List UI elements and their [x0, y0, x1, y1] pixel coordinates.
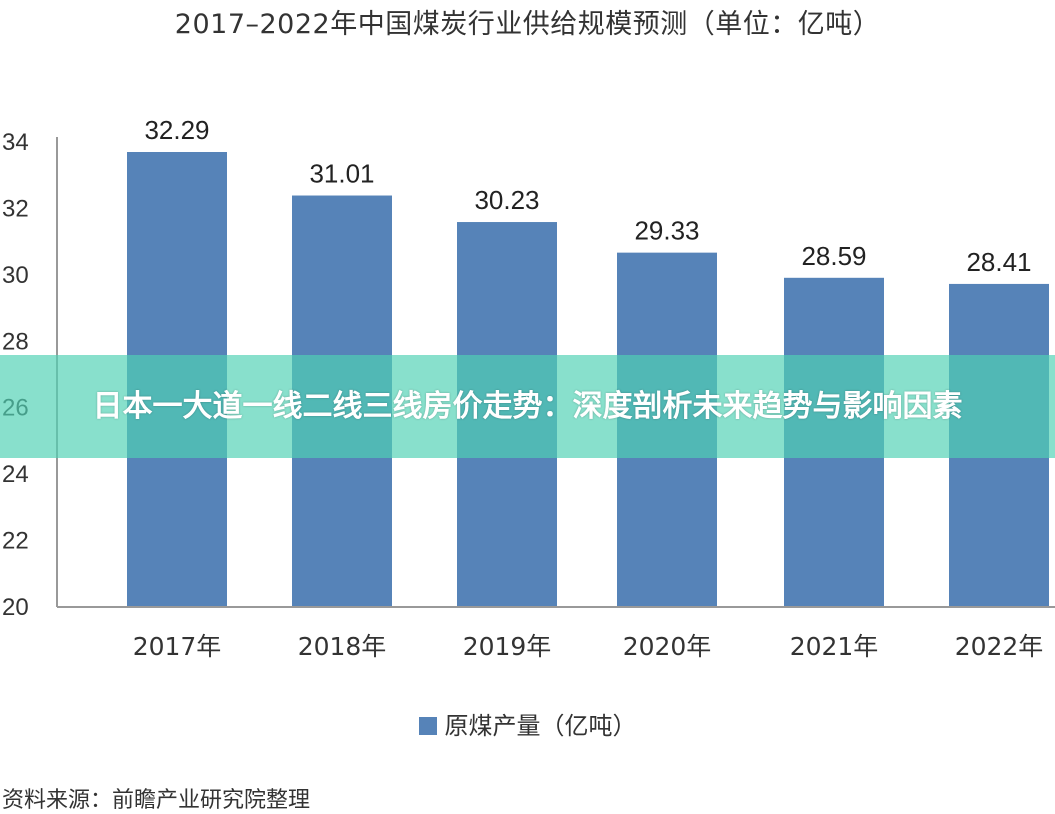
- legend-label: 原煤产量（亿吨）: [444, 712, 637, 740]
- legend: 原煤产量（亿吨）: [0, 706, 1055, 741]
- y-tick-label: 32: [2, 195, 29, 222]
- y-tick-label: 30: [2, 262, 29, 289]
- data-label: 29.33: [634, 216, 699, 246]
- x-tick-label: 2018年: [298, 632, 387, 661]
- x-tick-label: 2021年: [790, 632, 879, 661]
- data-label: 32.29: [144, 115, 209, 145]
- y-tick-label: 24: [2, 461, 29, 488]
- y-tick-label: 28: [2, 328, 29, 355]
- y-tick-label: 22: [2, 528, 29, 555]
- data-label: 28.41: [966, 247, 1031, 277]
- bar-chart: 202224262830323432.292017年31.012018年30.2…: [2, 115, 1055, 661]
- x-tick-label: 2022年: [955, 632, 1044, 661]
- overlay-banner: 日本一大道一线二线三线房价走势：深度剖析未来趋势与影响因素: [0, 355, 1055, 458]
- banner-text: 日本一大道一线二线三线房价走势：深度剖析未来趋势与影响因素: [92, 388, 963, 424]
- x-tick-label: 2017年: [133, 632, 222, 661]
- y-tick-label: 20: [2, 594, 29, 621]
- legend-swatch: [418, 717, 437, 735]
- data-label: 30.23: [474, 185, 539, 215]
- source-note: 资料来源：前瞻产业研究院整理: [2, 788, 311, 813]
- chart-title: 2017–2022年中国煤炭行业供给规模预测（单位：亿吨）: [174, 9, 881, 40]
- data-label: 31.01: [309, 159, 374, 189]
- data-label: 28.59: [801, 241, 866, 271]
- x-tick-label: 2020年: [623, 632, 712, 661]
- x-tick-label: 2019年: [463, 632, 552, 661]
- y-tick-label: 34: [2, 129, 29, 156]
